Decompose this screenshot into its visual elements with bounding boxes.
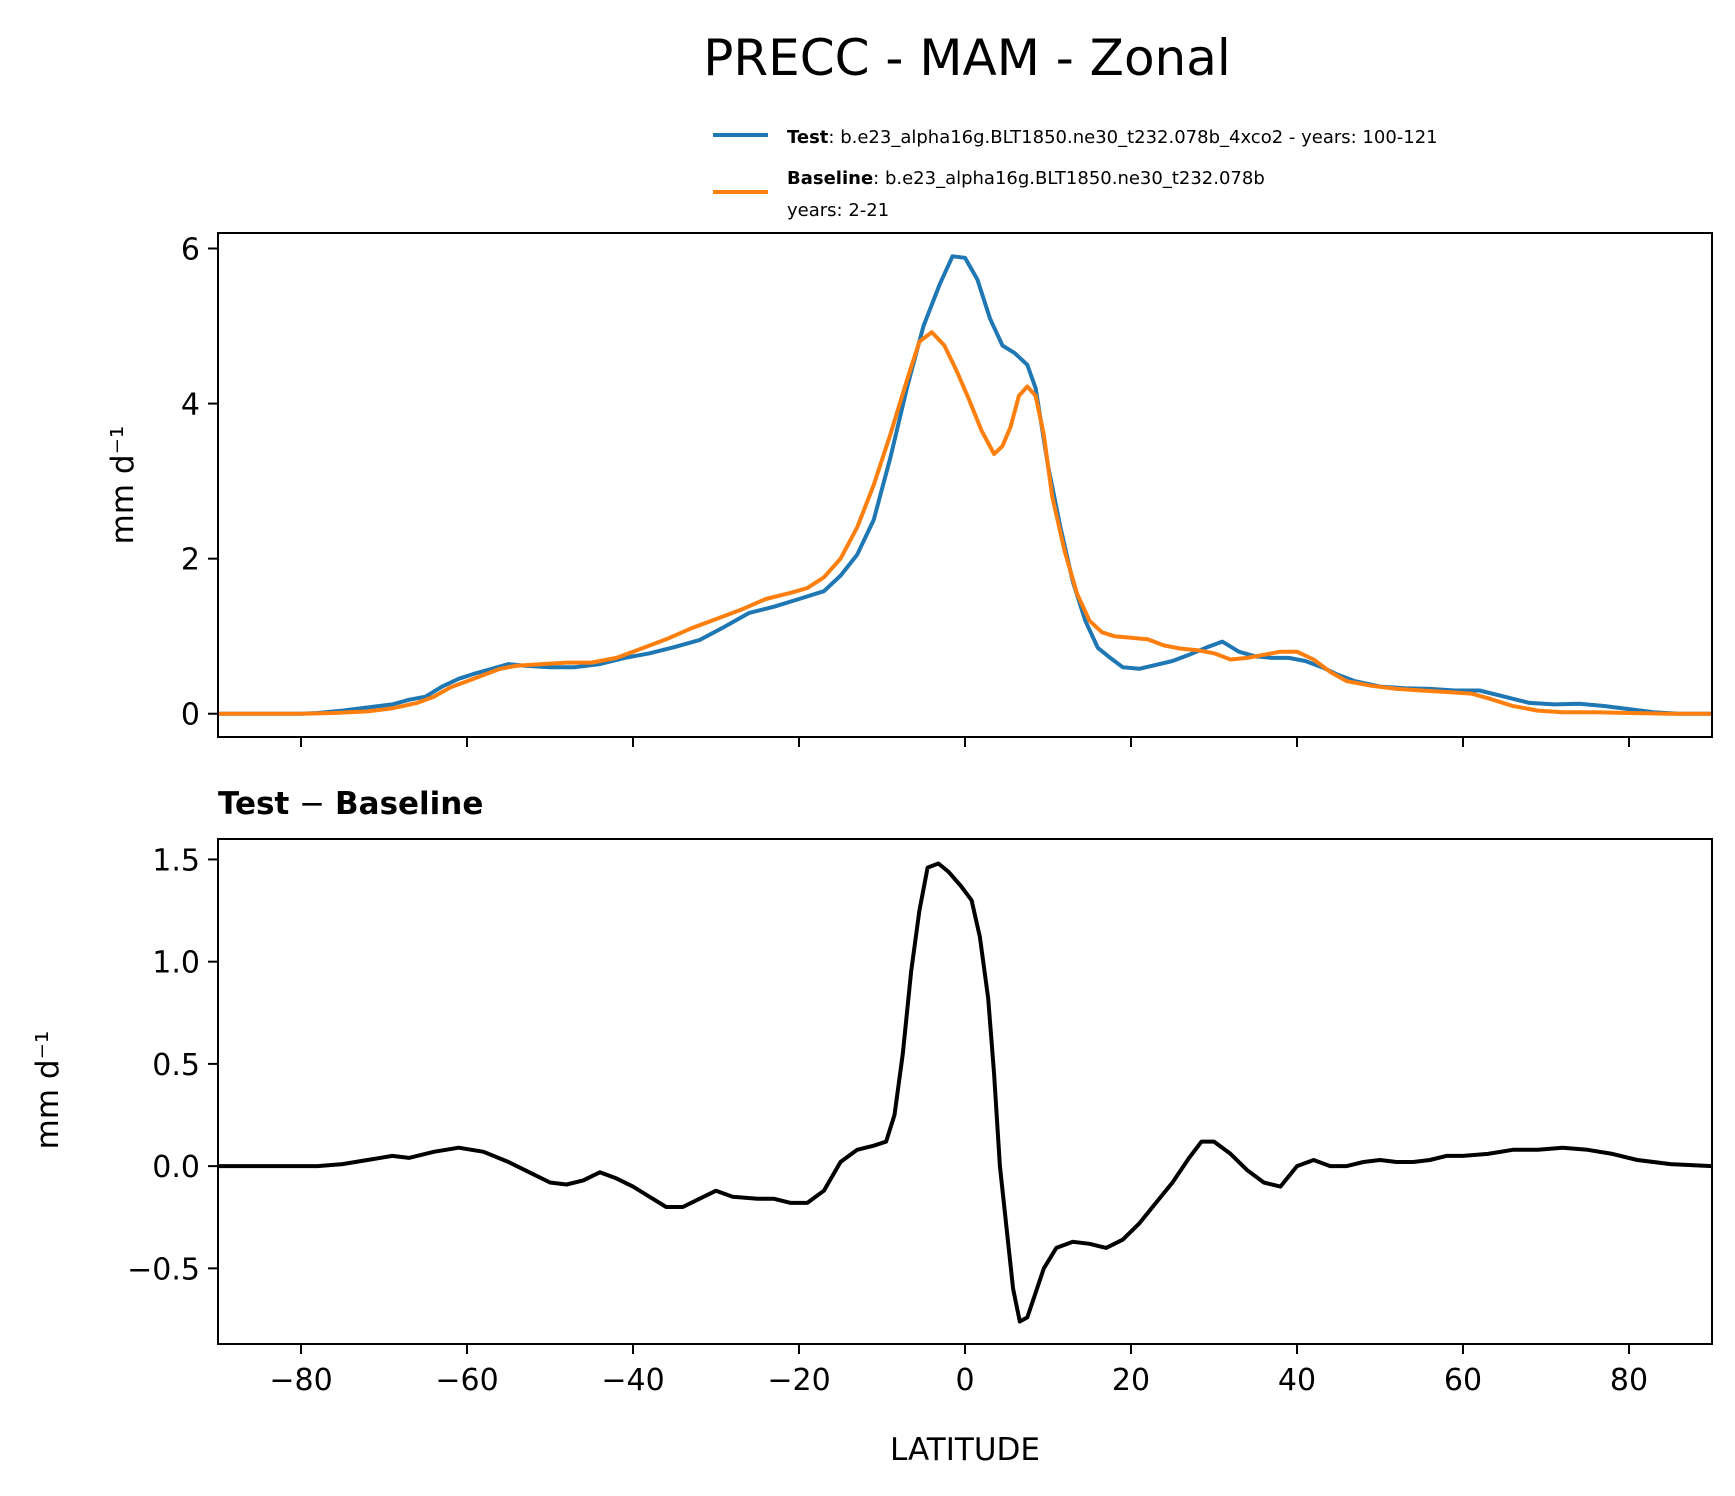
top-panel-y-ticks: 0 2 4 6 [181, 233, 218, 733]
top-panel-frame [217, 232, 1713, 738]
y-tick-label: 0.0 [152, 1150, 200, 1185]
y-tick-label: 1.5 [152, 843, 200, 878]
subtitle-minus: − [289, 786, 335, 822]
subtitle-baseline: Baseline [335, 786, 483, 822]
bottom-panel-ylabel: mm d⁻¹ [30, 1031, 66, 1150]
x-tick-label: −40 [601, 1363, 664, 1398]
bottom-panel: Test − Baseline −0.50.00.51.01.5 −80 −60−… [30, 786, 1713, 1468]
series-line-test [218, 254, 1712, 716]
x-tick-label: 80 [1610, 1363, 1648, 1398]
x-tick-label: 40 [1278, 1363, 1316, 1398]
y-tick-label: 1.0 [152, 946, 200, 981]
legend: Test: b.e23_alpha16g.BLT1850.ne30_t232.0… [713, 127, 1438, 221]
x-tick-label: −60 [435, 1363, 498, 1398]
x-tick-label: 60 [1444, 1363, 1482, 1398]
series-line-baseline [218, 330, 1712, 716]
series-line-test-baseline [218, 861, 1713, 1324]
x-tick-label: 0 [955, 1363, 974, 1398]
chart-title: PRECC - MAM - Zonal [703, 29, 1231, 87]
bottom-panel-subtitle: Test − Baseline [218, 786, 483, 822]
y-tick-label: 0.5 [152, 1048, 200, 1083]
subtitle-test: Test [218, 786, 290, 822]
legend-baseline-name: Baseline [787, 168, 873, 189]
y-tick-label: 4 [181, 388, 200, 423]
y-tick-label: 6 [181, 233, 200, 268]
legend-test-name: Test [787, 127, 829, 148]
x-tick-label: 20 [1112, 1363, 1150, 1398]
bottom-panel-y-ticks: −0.5 0.0 0.5 1.0 1.5 [127, 843, 218, 1287]
top-panel-lines [218, 254, 1712, 716]
top-panel: 0 2 4 6 mm d⁻¹ [105, 232, 1713, 747]
legend-test-text: : b.e23_alpha16g.BLT1850.ne30_t232.078b_… [828, 127, 1437, 148]
y-tick-label: −0.5 [127, 1252, 200, 1287]
x-axis-label: LATITUDE [890, 1432, 1040, 1468]
legend-baseline-label: Baseline: b.e23_alpha16g.BLT1850.ne30_t2… [787, 168, 1265, 189]
legend-test-label: Test: b.e23_alpha16g.BLT1850.ne30_t232.0… [787, 127, 1438, 148]
bottom-panel-lines [218, 861, 1713, 1324]
y-tick-label: 2 [181, 543, 200, 578]
top-panel-x-ticks [300, 737, 1630, 747]
legend-baseline-years: years: 2-21 [787, 200, 889, 221]
x-tick-label: −20 [767, 1363, 830, 1398]
bottom-panel-frame [217, 838, 1713, 1345]
bottom-panel-x-ticks: −80 −60 −40 −20 0 20 40 60 80 [269, 1344, 1648, 1398]
legend-baseline-text: : b.e23_alpha16g.BLT1850.ne30_t232.078b [873, 168, 1265, 189]
top-panel-ylabel: mm d⁻¹ [105, 426, 141, 545]
y-tick-label: 0 [181, 698, 200, 733]
x-tick-label: −80 [269, 1363, 332, 1398]
